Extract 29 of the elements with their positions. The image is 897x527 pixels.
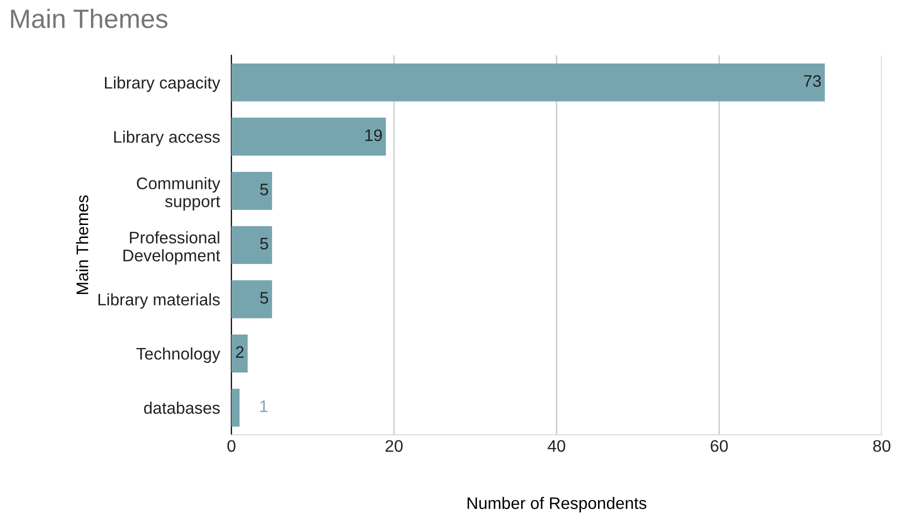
x-tick-label: 0 bbox=[227, 440, 236, 452]
data-label: 5 bbox=[260, 292, 268, 304]
y-tick-label: Community support bbox=[136, 177, 220, 211]
data-label: 1 bbox=[260, 400, 268, 412]
bar bbox=[231, 334, 248, 372]
bar bbox=[231, 63, 825, 102]
x-tick-label: 60 bbox=[710, 440, 728, 452]
bar bbox=[231, 226, 272, 264]
y-tick-label: Library capacity bbox=[104, 76, 220, 92]
y-tick-label: Professional Development bbox=[123, 231, 220, 265]
x-axis-title: Number of Respondents bbox=[468, 496, 646, 512]
data-label: 19 bbox=[365, 129, 382, 142]
x-tick-label: 20 bbox=[386, 440, 403, 452]
bar bbox=[231, 388, 240, 427]
x-tick-label: 80 bbox=[873, 440, 890, 452]
bar bbox=[231, 172, 272, 210]
data-label: 5 bbox=[260, 238, 268, 250]
y-tick-label: databases bbox=[144, 402, 220, 414]
x-tick-label: 40 bbox=[548, 440, 566, 452]
data-label: 73 bbox=[804, 75, 821, 87]
y-axis-title: Main Themes bbox=[76, 195, 88, 294]
y-tick-label: Library access bbox=[114, 130, 220, 146]
data-label: 2 bbox=[236, 346, 244, 358]
y-tick-label: Technology bbox=[136, 347, 220, 363]
y-tick-label: Library materials bbox=[98, 293, 220, 309]
bar bbox=[231, 280, 272, 318]
chart-title: Main Themes bbox=[11, 8, 168, 28]
data-label: 5 bbox=[260, 184, 268, 196]
bar bbox=[231, 118, 386, 156]
